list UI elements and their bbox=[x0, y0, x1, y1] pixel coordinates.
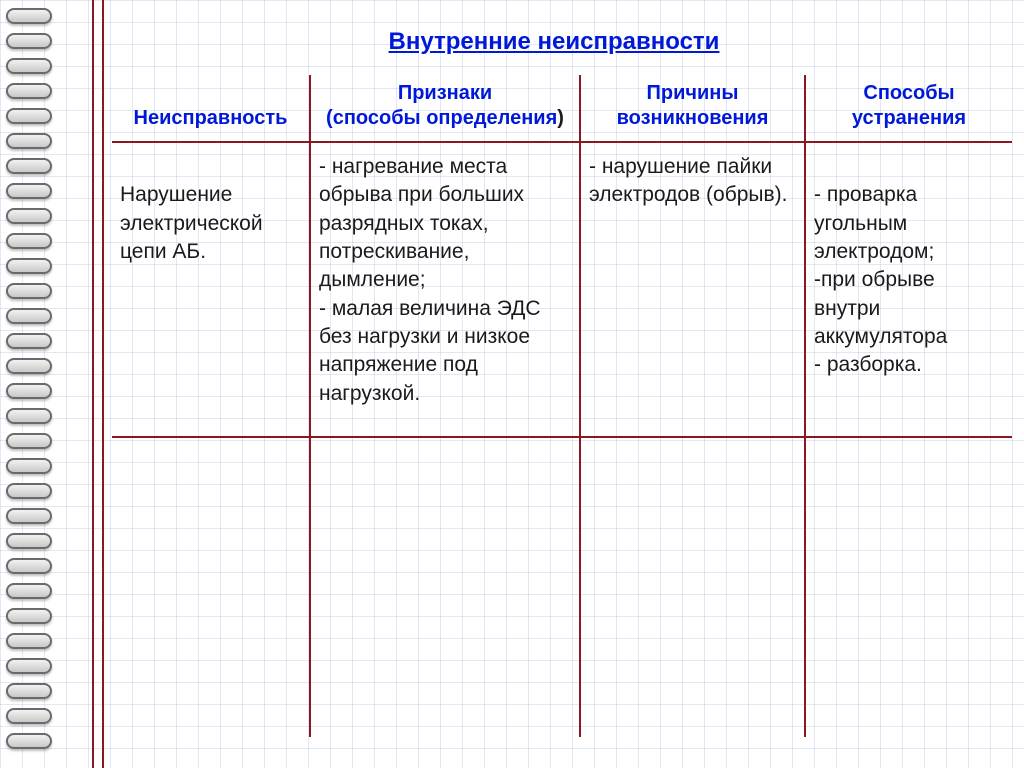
col-header-fault-label: Неисправность bbox=[134, 107, 288, 129]
ring-icon bbox=[6, 233, 48, 249]
ring-icon bbox=[6, 133, 48, 149]
cell-empty-2 bbox=[580, 437, 805, 737]
content-area: Внутренние неисправности Неисправность П… bbox=[102, 0, 1024, 768]
ring-icon bbox=[6, 58, 48, 74]
table-row: Нарушение электрической цепи АБ. - нагре… bbox=[112, 142, 1012, 437]
ring-icon bbox=[6, 708, 48, 724]
col-header-fix: Способы устранения bbox=[805, 75, 1012, 142]
ring-icon bbox=[6, 433, 48, 449]
col-header-fix-l1: Способы bbox=[863, 82, 954, 104]
col-header-fix-l2: устранения bbox=[852, 107, 966, 129]
ring-icon bbox=[6, 558, 48, 574]
cell-fix: - проварка угольным электродом; -при обр… bbox=[805, 142, 1012, 437]
ring-icon bbox=[6, 333, 48, 349]
ring-icon bbox=[6, 183, 48, 199]
cell-fix-text: - проварка угольным электродом; -при обр… bbox=[814, 183, 947, 376]
table-row-empty bbox=[112, 437, 1012, 737]
table-header-row: Неисправность Признаки (способы определе… bbox=[112, 75, 1012, 142]
ring-icon bbox=[6, 508, 48, 524]
col-header-signs: Признаки (способы определения) bbox=[310, 75, 580, 142]
cell-fault-text: Нарушение электрической цепи АБ. bbox=[120, 183, 263, 263]
col-header-causes-l1: Причины bbox=[647, 82, 739, 104]
ring-icon bbox=[6, 383, 48, 399]
ring-icon bbox=[6, 683, 48, 699]
cell-empty-0 bbox=[112, 437, 310, 737]
page-title: Внутренние неисправности bbox=[102, 28, 1006, 56]
col-header-fault: Неисправность bbox=[112, 75, 310, 142]
notebook-page: Внутренние неисправности Неисправность П… bbox=[0, 0, 1024, 768]
cell-fault: Нарушение электрической цепи АБ. bbox=[112, 142, 310, 437]
ring-icon bbox=[6, 108, 48, 124]
cell-causes: - нарушение пайки электродов (обрыв). bbox=[580, 142, 805, 437]
ring-icon bbox=[6, 83, 48, 99]
col-header-signs-l2b: ) bbox=[557, 107, 564, 129]
ring-icon bbox=[6, 33, 48, 49]
ring-icon bbox=[6, 208, 48, 224]
ring-icon bbox=[6, 533, 48, 549]
faults-table-wrap: Неисправность Признаки (способы определе… bbox=[112, 75, 1012, 737]
ring-icon bbox=[6, 408, 48, 424]
ring-icon bbox=[6, 308, 48, 324]
ring-icon bbox=[6, 8, 48, 24]
ring-icon bbox=[6, 658, 48, 674]
ring-icon bbox=[6, 258, 48, 274]
faults-table: Неисправность Признаки (способы определе… bbox=[112, 75, 1012, 737]
margin-line-inner bbox=[92, 0, 94, 768]
ring-icon bbox=[6, 458, 48, 474]
ring-icon bbox=[6, 733, 48, 749]
ring-icon bbox=[6, 583, 48, 599]
cell-empty-1 bbox=[310, 437, 580, 737]
col-header-signs-l1: Признаки bbox=[398, 82, 492, 104]
ring-icon bbox=[6, 608, 48, 624]
ring-icon bbox=[6, 633, 48, 649]
ring-icon bbox=[6, 283, 48, 299]
col-header-causes: Причины возникновения bbox=[580, 75, 805, 142]
cell-signs: - нагревание места обрыва при больших ра… bbox=[310, 142, 580, 437]
col-header-signs-l2a: (способы определения bbox=[326, 107, 557, 129]
col-header-causes-l2: возникновения bbox=[617, 107, 769, 129]
cell-empty-3 bbox=[805, 437, 1012, 737]
ring-icon bbox=[6, 483, 48, 499]
spiral-binding bbox=[0, 0, 54, 768]
ring-icon bbox=[6, 358, 48, 374]
ring-icon bbox=[6, 158, 48, 174]
